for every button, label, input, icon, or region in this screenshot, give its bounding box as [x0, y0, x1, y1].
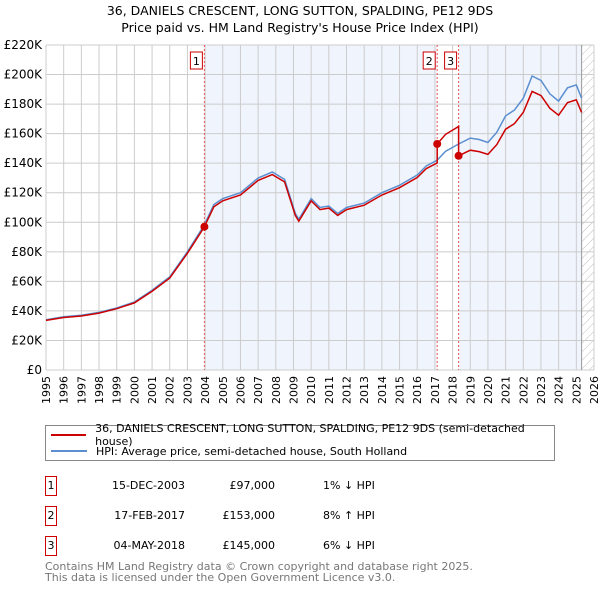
x-tick-label: 2000 [128, 376, 141, 404]
sale-number: 1 [45, 476, 57, 496]
x-tick-label: 2024 [553, 376, 566, 404]
x-tick-label: 2015 [394, 376, 407, 404]
legend-label: 36, DANIELS CRESCENT, LONG SUTTON, SPALD… [95, 422, 525, 448]
x-tick-label: 2018 [447, 376, 460, 404]
sale-number: 3 [45, 536, 57, 556]
footer-line-1: Contains HM Land Registry data © Crown c… [45, 560, 473, 573]
sale-label-box [189, 51, 203, 70]
y-tick-label: £120K [4, 186, 44, 200]
y-tick-label: £220K [4, 38, 44, 52]
legend-label: HPI: Average price, semi-detached house,… [96, 444, 408, 458]
price-chart: 1995 1996 1997 1998 1999 2000 2001 2002 2003 2004… [4, 38, 600, 404]
x-tick-label: 1995 [40, 376, 53, 404]
y-tick-label: £20K [11, 333, 43, 347]
sale-label: 2 [426, 55, 433, 68]
x-tick-label: 1999 [111, 376, 124, 404]
blue-line-swatch [51, 450, 87, 452]
x-tick-label: 2019 [464, 376, 477, 404]
y-tick-label: £100K [4, 215, 44, 229]
sale-point [433, 139, 442, 148]
y-tick-label: £0 [27, 363, 42, 377]
x-tick-label: 2022 [517, 376, 530, 404]
sale-row: 1 15-DEC-2003 £97,000 1% ↓ HPI [45, 476, 445, 496]
y-tick-label: £160K [4, 127, 44, 141]
sale-label-box [444, 51, 458, 70]
x-tick-label: 2001 [146, 376, 159, 404]
sale-label-box [422, 51, 436, 70]
x-tick-label: 2016 [411, 376, 424, 404]
shaded-region [458, 45, 582, 370]
legend: 36, DANIELS CRESCENT, LONG SUTTON, SPALD… [45, 422, 555, 461]
title-line-1: 36, DANIELS CRESCENT, LONG SUTTON, SPALD… [106, 3, 494, 18]
chart-title: 36, DANIELS CRESCENT, LONG SUTTON, SPALD… [0, 2, 600, 36]
x-tick-label: 2003 [181, 376, 194, 404]
y-tick-label: £40K [11, 304, 43, 318]
x-tick-label: 2012 [341, 376, 354, 404]
title-line-2: Price paid vs. HM Land Registry's House … [121, 20, 479, 35]
x-tick-label: 2020 [482, 376, 495, 404]
x-tick-label: 2005 [217, 376, 230, 404]
legend-item-price: 36, DANIELS CRESCENT, LONG SUTTON, SPALD… [51, 422, 554, 448]
hpi-line [45, 74, 583, 321]
x-tick-label: 2009 [287, 376, 300, 404]
sale-date: 17-FEB-2017 [114, 509, 185, 522]
x-tick-label: 2007 [252, 376, 265, 404]
sale-hpi: 8% ↑ HPI [323, 509, 375, 522]
x-tick-label: 2023 [535, 376, 548, 404]
x-tick-label: 1996 [58, 376, 71, 404]
price-line [45, 90, 583, 322]
sale-price: £97,000 [229, 479, 276, 492]
sale-date: 04-MAY-2018 [113, 539, 185, 552]
red-line-swatch [51, 434, 87, 436]
y-tick-label: £60K [11, 274, 43, 288]
sale-point [200, 222, 209, 231]
x-tick-label: 2026 [588, 376, 600, 404]
y-tick-label: £140K [4, 156, 44, 170]
x-tick-label: 2021 [500, 376, 513, 404]
sale-number: 2 [45, 506, 57, 526]
x-tick-label: 2002 [164, 376, 177, 404]
x-tick-label: 2006 [234, 376, 247, 404]
sale-price: £153,000 [222, 509, 276, 522]
x-tick-label: 2011 [323, 376, 336, 404]
x-tick-label: 2010 [305, 376, 318, 404]
sale-point [454, 151, 463, 160]
y-tick-label: £180K [4, 97, 44, 111]
y-tick-label: £200K [4, 68, 44, 82]
x-tick-label: 2025 [570, 376, 583, 404]
sale-hpi: 1% ↓ HPI [323, 479, 375, 492]
footer-line-2: This data is licensed under the Open Gov… [45, 571, 396, 584]
x-tick-label: 2008 [270, 376, 283, 404]
x-tick-label: 2014 [376, 376, 389, 404]
x-tick-label: 2004 [199, 376, 212, 404]
forecast-hatch [581, 45, 594, 370]
sale-label: 3 [447, 55, 454, 68]
x-tick-label: 1997 [75, 376, 88, 404]
x-tick-label: 2017 [429, 376, 442, 404]
y-tick-label: £80K [11, 245, 43, 259]
sale-label: 1 [193, 55, 200, 68]
x-tick-label: 1998 [93, 376, 106, 404]
footer: Contains HM Land Registry data © Crown c… [45, 561, 473, 583]
sale-row: 3 04-MAY-2018 £145,000 6% ↓ HPI [45, 536, 445, 556]
x-tick-label: 2013 [358, 376, 371, 404]
sale-date: 15-DEC-2003 [111, 479, 185, 492]
sale-price: £145,000 [222, 539, 276, 552]
legend-item-hpi: HPI: Average price, semi-detached house,… [51, 443, 407, 459]
sale-hpi: 6% ↓ HPI [323, 539, 375, 552]
sale-row: 2 17-FEB-2017 £153,000 8% ↑ HPI [45, 506, 445, 526]
